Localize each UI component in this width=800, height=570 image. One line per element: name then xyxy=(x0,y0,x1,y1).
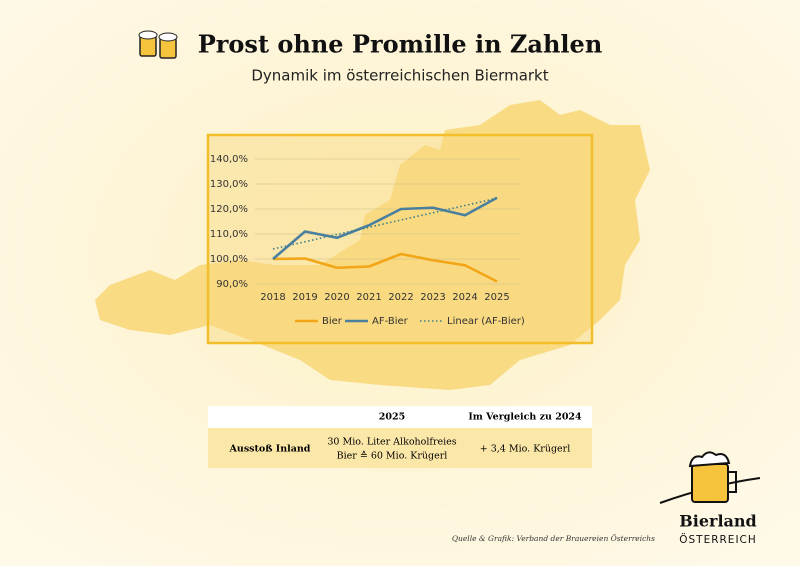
table-row-bg xyxy=(208,428,592,468)
y-tick-label: 140,0% xyxy=(210,154,248,165)
logo-country: ÖSTERREICH xyxy=(679,533,757,546)
table-cell: 30 Mio. Liter Alkoholfreies xyxy=(327,437,456,448)
series-line xyxy=(272,252,498,283)
x-tick-label: 2019 xyxy=(292,292,317,303)
y-tick-label: 90,0% xyxy=(216,279,248,290)
table-header-bg xyxy=(208,406,592,428)
legend-label: AF-Bier xyxy=(372,316,409,327)
x-tick-label: 2024 xyxy=(452,292,477,303)
x-tick-label: 2021 xyxy=(356,292,381,303)
y-tick-label: 120,0% xyxy=(210,204,248,215)
table-header: Im Vergleich zu 2024 xyxy=(468,412,582,423)
series-line xyxy=(272,196,498,260)
table-cell: + 3,4 Mio. Krügerl xyxy=(480,444,571,455)
y-tick-label: 130,0% xyxy=(210,179,248,190)
title-icon xyxy=(138,30,178,59)
x-tick-label: 2020 xyxy=(324,292,349,303)
source: Quelle & Grafik: Verband der Brauereien … xyxy=(452,534,655,543)
table-cell: Bier ≙ 60 Mio. Krügerl xyxy=(337,450,448,462)
table-header: 2025 xyxy=(379,412,405,423)
chart-frame xyxy=(206,133,594,345)
x-tick-label: 2022 xyxy=(388,292,413,303)
legend-label: Linear (AF-Bier) xyxy=(447,316,525,327)
x-tick-label: 2018 xyxy=(260,292,285,303)
subtitle: Dynamik im österreichischen Biermarkt xyxy=(251,67,548,85)
logo-name: Bierland xyxy=(679,512,756,531)
austria-map xyxy=(95,100,650,390)
table-cell: Ausstoß Inland xyxy=(229,444,311,455)
x-tick-label: 2023 xyxy=(420,292,445,303)
logo-icon xyxy=(659,451,761,504)
y-tick-label: 100,0% xyxy=(210,254,248,265)
y-tick-label: 110,0% xyxy=(210,229,248,240)
legend-label: Bier xyxy=(322,316,343,327)
x-tick-label: 2025 xyxy=(484,292,509,303)
title: Prost ohne Promille in Zahlen xyxy=(198,30,603,59)
